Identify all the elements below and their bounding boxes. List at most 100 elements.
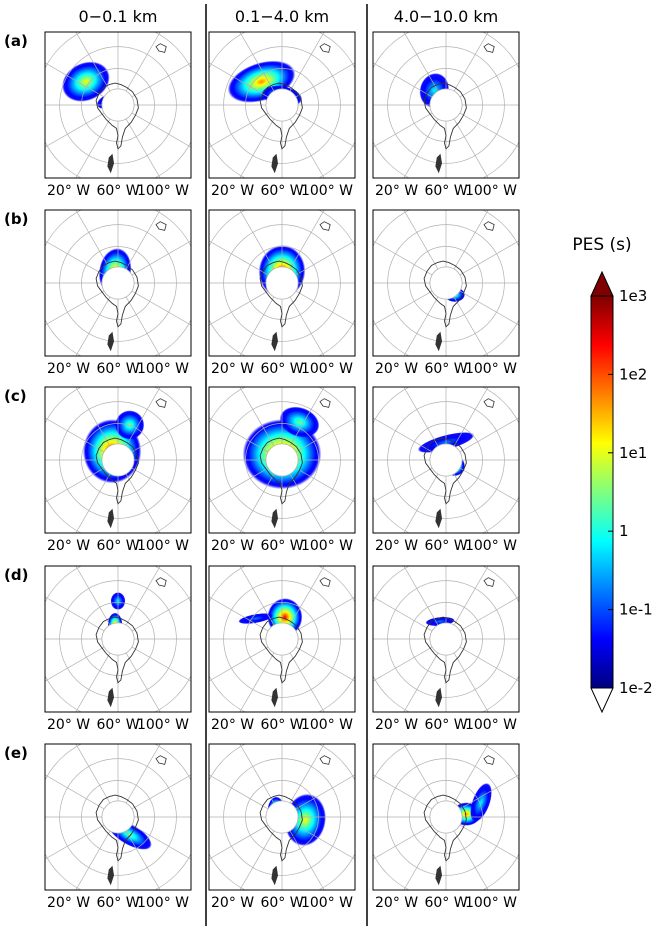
coastline [435, 865, 443, 886]
meridian-line [295, 774, 355, 810]
meridian-line [45, 62, 105, 98]
lon-tick-label: 20° W [211, 895, 254, 911]
row-label-b: (b) [4, 210, 28, 228]
coastline [155, 43, 167, 53]
meridian-line [239, 296, 275, 356]
meridian-line [459, 62, 519, 98]
meridian-line [289, 296, 325, 356]
colorbar-tick-label: 1e-1 [619, 601, 653, 619]
lon-tick-label: 100° W [301, 183, 353, 199]
coastline [259, 616, 303, 684]
coastline [319, 43, 331, 53]
meridian-line [125, 387, 161, 447]
meridian-line [373, 112, 433, 148]
coastline [271, 153, 279, 174]
pes-plume [238, 613, 273, 624]
meridian-line [131, 62, 191, 98]
coastline [483, 221, 495, 231]
meridian-line [289, 652, 325, 712]
coastline [107, 508, 115, 529]
meridian-line [373, 62, 433, 98]
meridian-line [45, 240, 105, 276]
lon-tick-label: 100° W [301, 538, 353, 554]
meridian-line [403, 296, 439, 356]
meridian-line [239, 32, 275, 92]
meridian-line [209, 824, 269, 860]
meridian-line [403, 652, 439, 712]
coastline [423, 437, 467, 505]
coastline [155, 398, 167, 408]
coastline [483, 577, 495, 587]
meridian-line [459, 467, 519, 503]
row-label-a: (a) [4, 32, 28, 50]
coastline [259, 437, 303, 505]
meridian-line [131, 290, 191, 326]
lon-tick-label: 20° W [47, 538, 90, 554]
coastline [155, 221, 167, 231]
lon-tick-label: 100° W [137, 895, 189, 911]
pole-cap [429, 443, 463, 477]
meridian-line [209, 290, 269, 326]
meridian-line [125, 118, 161, 178]
meridian-line [209, 240, 269, 276]
coastline [483, 43, 495, 53]
coastline [435, 508, 443, 529]
coastline [423, 260, 467, 328]
coastline [155, 755, 167, 765]
column-title-mid: 0.1−4.0 km [235, 7, 329, 26]
pes-plume [470, 782, 492, 822]
coastline [95, 794, 139, 862]
meridian-line [75, 296, 111, 356]
meridian-line [239, 387, 275, 447]
meridian-line [459, 774, 519, 810]
coastline [95, 437, 139, 505]
pole-cap [429, 88, 463, 122]
coastline [271, 865, 279, 886]
lon-tick-label: 60° W [424, 895, 467, 911]
meridian-line [453, 652, 489, 712]
lon-tick-label: 60° W [424, 717, 467, 733]
coastline [483, 755, 495, 765]
meridian-line [209, 112, 269, 148]
meridian-line [453, 387, 489, 447]
lon-tick-label: 100° W [137, 717, 189, 733]
coastline [271, 331, 279, 352]
lon-tick-label: 60° W [96, 717, 139, 733]
panel-frame [372, 31, 520, 179]
meridian-line [453, 744, 489, 804]
pole-cap [101, 88, 135, 122]
meridian-line [459, 646, 519, 682]
panel-frame [372, 386, 520, 534]
lon-tick-label: 20° W [47, 361, 90, 377]
meridian-line [295, 112, 355, 148]
pole-cap [265, 800, 299, 834]
pole-cap [101, 622, 135, 656]
lon-tick-label: 100° W [465, 895, 517, 911]
meridian-line [45, 774, 105, 810]
meridian-line [289, 210, 325, 270]
pole-cap [429, 622, 463, 656]
lon-tick-label: 100° W [465, 183, 517, 199]
lon-tick-label: 20° W [211, 717, 254, 733]
coastline [319, 755, 331, 765]
meridian-line [131, 240, 191, 276]
meridian-line [403, 830, 439, 890]
meridian-line [453, 296, 489, 356]
colorbar-tick-label: 1e3 [619, 287, 647, 305]
meridian-line [453, 566, 489, 626]
pole-cap [265, 266, 299, 300]
meridian-line [239, 118, 275, 178]
row-label-e: (e) [4, 744, 28, 762]
lon-tick-label: 100° W [301, 895, 353, 911]
meridian-line [125, 32, 161, 92]
meridian-line [75, 210, 111, 270]
colorbar-extend-max [590, 270, 614, 297]
meridian-line [45, 596, 105, 632]
